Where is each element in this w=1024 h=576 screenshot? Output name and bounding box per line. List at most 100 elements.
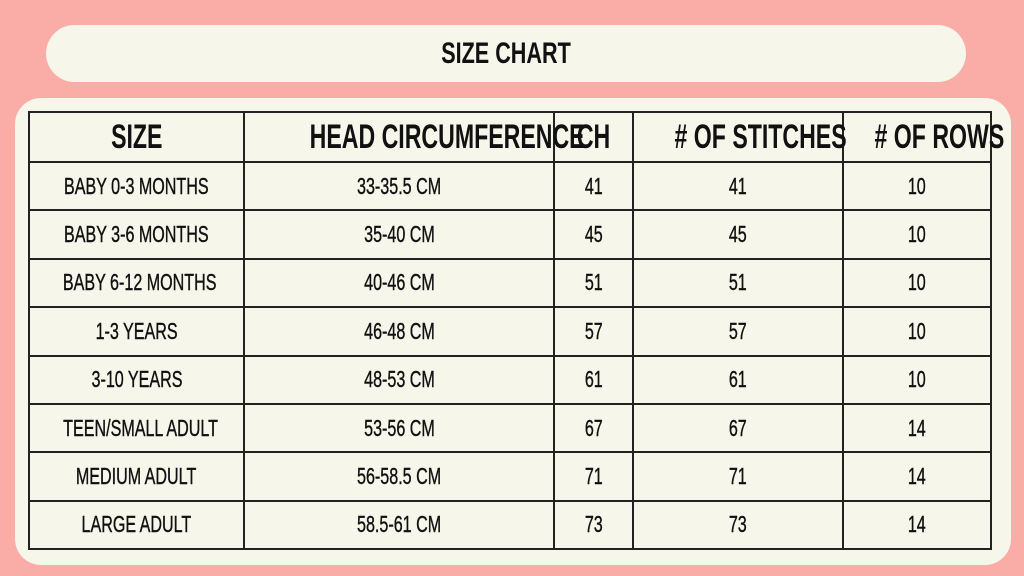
table-cell: 45	[632, 209, 844, 260]
table-cell: 73	[553, 499, 634, 551]
table-cell: 58.5-61 CM	[243, 499, 555, 551]
title-bar: SIZE CHART	[46, 25, 966, 82]
cell-text: 73	[729, 511, 747, 538]
table-cell: 10	[842, 306, 992, 357]
table-cell: 33-35.5 CM	[243, 160, 555, 212]
cell-text: 14	[908, 511, 926, 538]
table-row: 3-10 YEARS 48-53 CM 61 61 10	[28, 354, 992, 405]
cell-text: 10	[908, 221, 926, 248]
table-cell: 10	[842, 354, 992, 405]
table-cell: 35-40 CM	[243, 209, 555, 260]
cell-text: 33-35.5 CM	[356, 172, 442, 199]
table-row: BABY 3-6 MONTHS 35-40 CM 45 45 10	[28, 209, 992, 260]
cell-text: LARGE ADULT	[81, 511, 192, 538]
cell-text: 45	[729, 221, 747, 248]
cell-text: 40-46 CM	[363, 269, 435, 296]
cell-text: BABY 3-6 MONTHS	[64, 221, 209, 248]
cell-text: 10	[908, 366, 926, 393]
cell-text: 48-53 CM	[363, 366, 435, 393]
table-cell: 51	[553, 257, 634, 309]
table-cell: MEDIUM ADULT	[28, 451, 245, 502]
table-row: TEEN/SMALL ADULT 53-56 CM 67 67 14	[28, 402, 992, 454]
table-cell: 67	[553, 402, 634, 454]
cell-text: 10	[908, 172, 926, 199]
cell-text: BABY 6-12 MONTHS	[62, 269, 217, 296]
table-row: MEDIUM ADULT 56-58.5 CM 71 71 14	[28, 451, 992, 502]
table-cell: 51	[632, 257, 844, 309]
table-cell: TEEN/SMALL ADULT	[28, 402, 245, 454]
table-cell: 14	[842, 451, 992, 502]
cell-text: 67	[729, 414, 747, 441]
cell-text: 71	[729, 462, 747, 489]
table-cell: 41	[632, 160, 844, 212]
column-header: # OF STITCHES	[632, 111, 847, 163]
table-cell: 14	[842, 499, 992, 551]
column-header-label: CH	[576, 117, 611, 156]
size-chart-table: SIZE HEAD CIRCUMFERENCE CH # OF STITCHES # O…	[28, 111, 1004, 551]
column-header: SIZE	[28, 111, 245, 163]
header-row: SIZE HEAD CIRCUMFERENCE CH # OF STITCHES # O…	[28, 111, 1004, 163]
cell-text: TEEN/SMALL ADULT	[63, 414, 218, 441]
table-cell: 46-48 CM	[243, 306, 555, 357]
column-header: CH	[553, 111, 634, 163]
table-cell: BABY 0-3 MONTHS	[28, 160, 245, 212]
cell-text: 51	[584, 269, 603, 296]
table-cell: 40-46 CM	[243, 257, 555, 309]
column-header: # OF ROWS	[842, 111, 1004, 163]
table-cell: 10	[842, 209, 992, 260]
table-row: BABY 0-3 MONTHS 33-35.5 CM 41 41 10	[28, 160, 992, 212]
cell-text: 10	[908, 269, 926, 296]
cell-text: MEDIUM ADULT	[76, 462, 197, 489]
cell-text: 3-10 YEARS	[90, 366, 182, 393]
table-cell: 67	[632, 402, 844, 454]
table-cell: 1-3 YEARS	[28, 306, 245, 357]
page-title: SIZE CHART	[441, 36, 571, 70]
cell-text: 41	[729, 172, 747, 199]
table-cell: 10	[842, 160, 992, 212]
cell-text: 51	[729, 269, 747, 296]
cell-text: 14	[908, 462, 926, 489]
cell-text: 73	[584, 511, 603, 538]
cell-text: 35-40 CM	[363, 221, 435, 248]
table-cell: 3-10 YEARS	[28, 354, 245, 405]
column-header-label: SIZE	[110, 117, 163, 156]
table-cell: 48-53 CM	[243, 354, 555, 405]
table-cell: 57	[553, 306, 634, 357]
column-header-label: # OF ROWS	[874, 117, 1005, 156]
table-cell: 71	[632, 451, 844, 502]
table-cell: 73	[632, 499, 844, 551]
cell-text: 41	[584, 172, 603, 199]
table-cell: 61	[632, 354, 844, 405]
cell-text: 58.5-61 CM	[356, 511, 442, 538]
table-cell: BABY 3-6 MONTHS	[28, 209, 245, 260]
table-cell: 41	[553, 160, 634, 212]
cell-text: 53-56 CM	[363, 414, 435, 441]
column-header-label: # OF STITCHES	[674, 117, 847, 156]
cell-text: 56-58.5 CM	[356, 462, 442, 489]
cell-text: 61	[729, 366, 747, 393]
table-cell: 57	[632, 306, 844, 357]
cell-text: 67	[584, 414, 603, 441]
table-row: LARGE ADULT 58.5-61 CM 73 73 14	[28, 499, 992, 551]
cell-text: 1-3 YEARS	[95, 317, 178, 344]
table-row: 1-3 YEARS 46-48 CM 57 57 10	[28, 306, 992, 357]
table-cell: 14	[842, 402, 992, 454]
table-cell: 56-58.5 CM	[243, 451, 555, 502]
table-cell: 45	[553, 209, 634, 260]
table-cell: BABY 6-12 MONTHS	[28, 257, 245, 309]
cell-text: 45	[584, 221, 603, 248]
cell-text: 71	[584, 462, 603, 489]
cell-text: 10	[908, 317, 926, 344]
table-cell: 53-56 CM	[243, 402, 555, 454]
cell-text: 57	[729, 317, 747, 344]
column-header-label: HEAD CIRCUMFERENCE	[309, 117, 585, 156]
cell-text: 57	[584, 317, 603, 344]
table-cell: LARGE ADULT	[28, 499, 245, 551]
column-header: HEAD CIRCUMFERENCE	[243, 111, 585, 163]
table-cell: 10	[842, 257, 992, 309]
cell-text: 14	[908, 414, 926, 441]
cell-text: 46-48 CM	[363, 317, 435, 344]
cell-text: 61	[584, 366, 603, 393]
table-cell: 61	[553, 354, 634, 405]
cell-text: BABY 0-3 MONTHS	[64, 172, 209, 199]
